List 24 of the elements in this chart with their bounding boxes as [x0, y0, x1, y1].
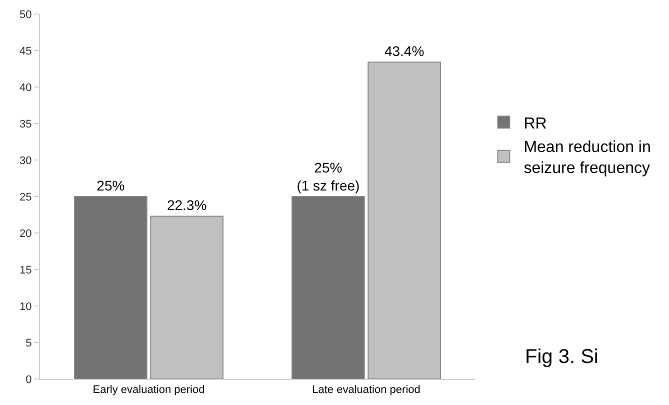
y-tick-label: 25	[20, 191, 32, 204]
data-label: 22.3%	[166, 197, 207, 214]
bar	[150, 216, 224, 379]
y-tick-label: 30	[20, 154, 32, 167]
bar	[74, 196, 148, 379]
caption: Fig 3. Si	[525, 346, 598, 368]
x-tick-label: Early evaluation period	[92, 384, 205, 396]
y-tick-label: 0	[26, 374, 32, 386]
bar	[292, 196, 365, 379]
y-tick-label: 15	[20, 264, 32, 276]
bar	[368, 62, 441, 379]
legend-label: Mean reduction in seizure frequency	[524, 139, 651, 177]
y-tick-label: 45	[20, 45, 32, 58]
legend-label: RR	[524, 115, 547, 132]
y-tick-label: 35	[20, 118, 32, 130]
y-tick-label: 10	[20, 300, 32, 313]
x-tick-label: Late evaluation period	[312, 384, 420, 396]
data-label: 43.4%	[384, 43, 424, 60]
data-label: 25% (1 sz free)	[296, 159, 360, 194]
y-tick-label: 20	[20, 228, 32, 240]
y-tick-label: 40	[20, 82, 32, 94]
y-tick-label: 5	[26, 337, 32, 350]
y-tick-label: 50	[20, 8, 32, 21]
data-label: 25%	[96, 178, 125, 194]
